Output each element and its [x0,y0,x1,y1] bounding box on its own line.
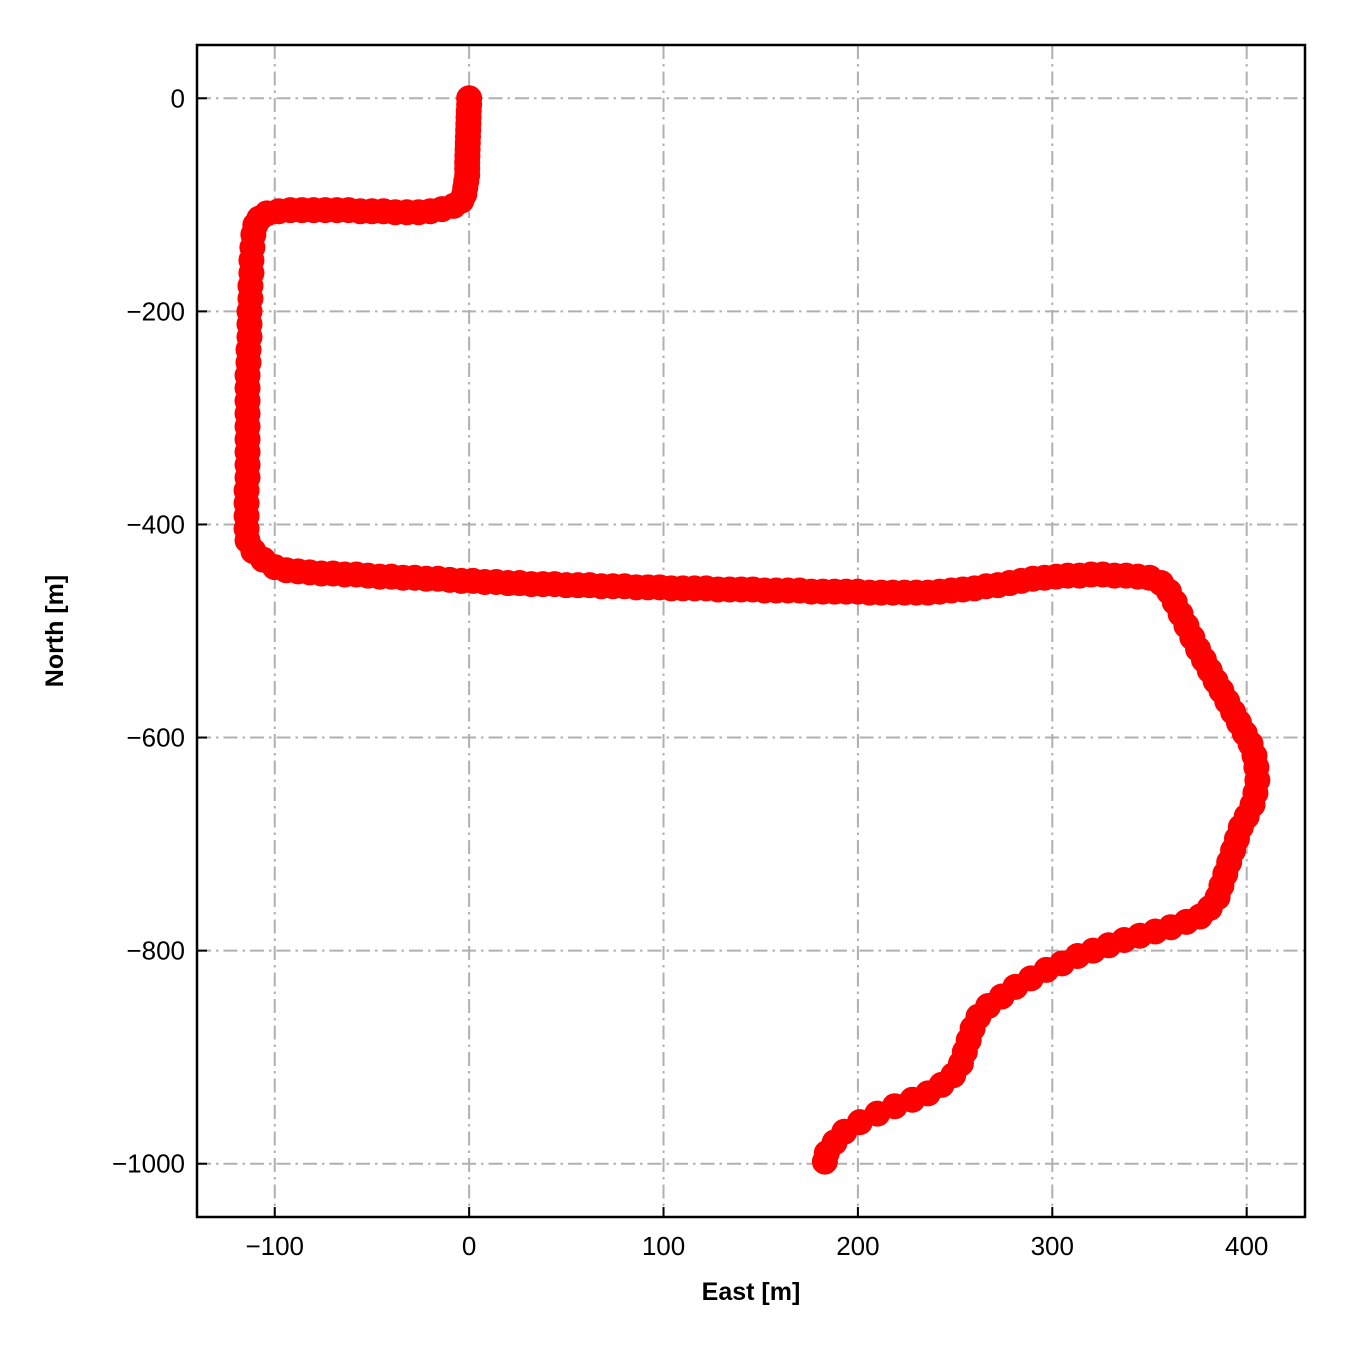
trajectory-point [811,1148,838,1175]
grid [197,45,1305,1217]
y-axis-title: North [m] [41,575,69,687]
y-tick-label: −600 [126,723,185,753]
x-tick-label: 400 [1225,1231,1268,1261]
y-tick-label: 0 [171,83,185,113]
x-tick-label: 0 [462,1231,476,1261]
trajectory-series [233,85,1271,1175]
y-tick-label: −400 [126,509,185,539]
x-axis-title: East [m] [702,1278,801,1306]
x-tick-label: 100 [642,1231,685,1261]
x-tick-label: −100 [245,1231,304,1261]
x-tick-label: 200 [836,1231,879,1261]
x-tick-label: 300 [1031,1231,1074,1261]
y-tick-label: −1000 [112,1149,185,1179]
y-tick-label: −200 [126,296,185,326]
plot-area-frame [195,43,1307,1219]
y-tick-label: −800 [126,936,185,966]
